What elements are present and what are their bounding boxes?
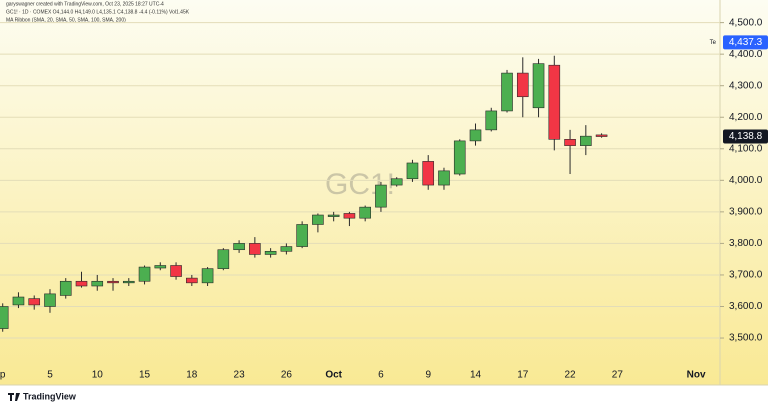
x-tick-label: 9: [425, 370, 431, 381]
y-tick-label: 4,000.0: [729, 175, 763, 186]
candle-body: [107, 280, 119, 284]
x-tick-label: 15: [139, 370, 151, 381]
x-tick-label: 10: [92, 370, 104, 381]
candle-body: [469, 129, 482, 142]
candle-body: [580, 135, 592, 146]
candle-body: [233, 243, 245, 251]
candle-body: [548, 64, 561, 140]
candle-body: [359, 206, 371, 219]
price-tag-label: 4,437.3: [729, 37, 763, 48]
y-tick-label: 3,800.0: [729, 238, 763, 249]
legend-line: GC1! · 1D · COMEX O4,144.0 H4,149.0 L4,1…: [6, 9, 190, 15]
y-tick-label: 3,500.0: [729, 333, 763, 344]
y-tick-label: 4,300.0: [729, 80, 763, 91]
candle-body: [249, 243, 261, 255]
x-tick-label: 23: [234, 370, 246, 381]
candle-body: [501, 72, 513, 112]
candle-body: [280, 246, 293, 252]
x-tick-label: Nov: [687, 370, 706, 381]
indicator: MA Ribbon (SMA, 20, SMA, 50, SMA, 100, S…: [6, 17, 126, 23]
candle-body: [186, 277, 198, 284]
candle-body: [406, 162, 419, 180]
candle-body: [422, 161, 435, 186]
y-tick-label: 4,400.0: [729, 49, 763, 60]
y-tick-label: 3,600.0: [729, 301, 763, 312]
candle-body: [12, 296, 25, 306]
price-tag-label: 4,138.8: [729, 131, 763, 142]
candle-body: [44, 293, 56, 307]
candle-body: [296, 224, 308, 247]
candle-body: [438, 170, 450, 186]
candle-body: [28, 298, 41, 306]
x-tick-label: 6: [378, 370, 384, 381]
candle-body: [154, 265, 167, 269]
y-tick-label: 4,500.0: [729, 17, 763, 28]
candle-body: [327, 214, 340, 217]
candle-body: [516, 72, 529, 98]
x-tick-label: Oct: [325, 370, 342, 381]
x-tick-label: p: [0, 370, 6, 381]
candle-body: [217, 249, 230, 269]
candle-body: [390, 178, 403, 186]
candle-body: [264, 250, 277, 255]
credit: garyswagner created with TradingView.com…: [6, 1, 164, 7]
x-tick-label: 27: [612, 370, 624, 381]
x-tick-label: 5: [47, 370, 53, 381]
price-tag-name: Te: [710, 40, 717, 46]
candle-body: [59, 280, 72, 296]
brand: TradingView: [23, 391, 77, 401]
candle-body: [532, 63, 545, 109]
y-tick-label: 4,100.0: [729, 143, 763, 154]
candle-body: [122, 280, 135, 284]
candle-body: [201, 268, 214, 284]
candle-body: [170, 265, 182, 277]
candle-body: [312, 214, 324, 225]
candle-body: [343, 213, 356, 219]
price-tag: [723, 35, 768, 50]
brand-logo: [8, 393, 20, 401]
candle-body: [375, 184, 387, 208]
candle-body: [595, 134, 608, 137]
x-tick-label: 14: [470, 370, 482, 381]
footer: [0, 386, 768, 407]
y-tick-label: 4,200.0: [729, 112, 763, 123]
y-tick-label: 3,900.0: [729, 207, 763, 218]
candle-body: [0, 306, 9, 329]
x-tick-label: 26: [281, 370, 293, 381]
candle-body: [453, 140, 466, 175]
x-tick-label: 22: [564, 370, 576, 381]
x-tick-label: 18: [186, 370, 198, 381]
x-tick-label: 17: [517, 370, 529, 381]
candle-body: [138, 266, 151, 282]
candle-body: [564, 139, 576, 146]
candle-body: [485, 110, 498, 131]
y-tick-label: 3,700.0: [729, 270, 763, 281]
price-tag: [723, 129, 768, 144]
candle-body: [75, 280, 88, 287]
candle-body: [91, 280, 104, 287]
